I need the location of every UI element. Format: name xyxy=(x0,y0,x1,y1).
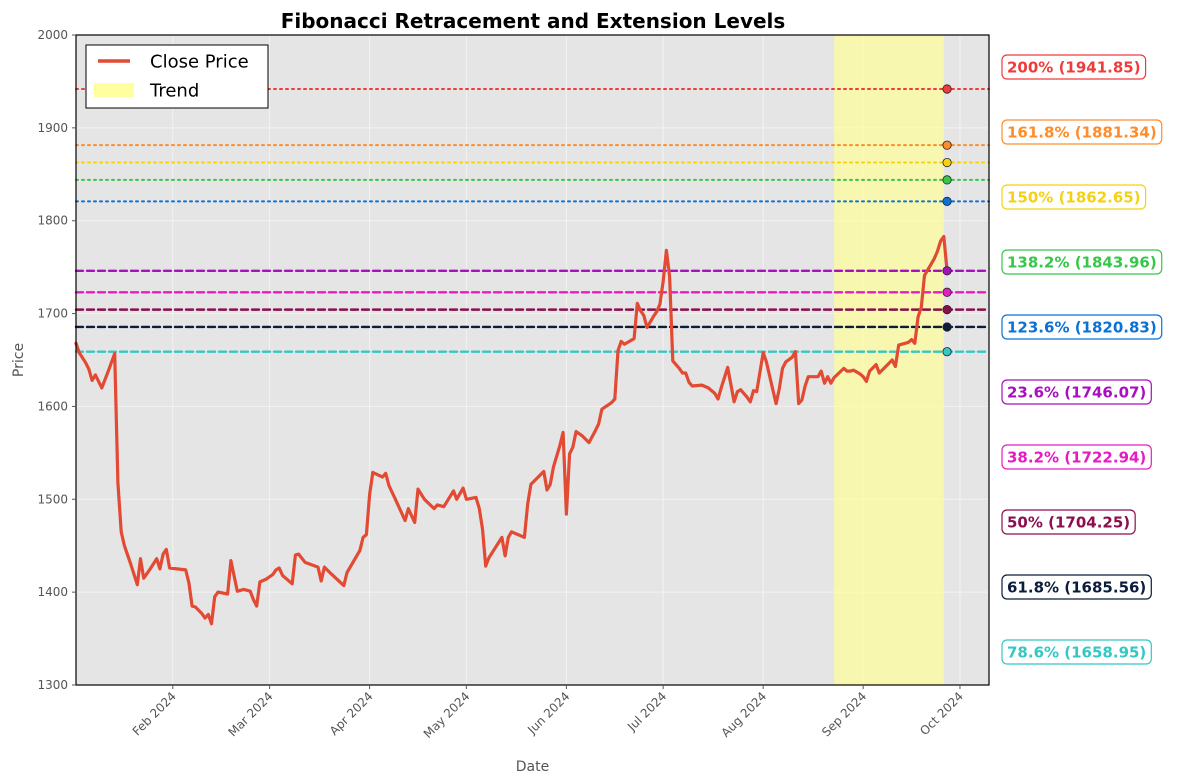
level-label-box xyxy=(1001,249,1163,275)
close-price-line xyxy=(74,234,949,626)
legend-label-close-price: Close Price xyxy=(150,52,249,73)
level-label: 38.2% (1722.94) xyxy=(1001,444,1152,470)
level-marker xyxy=(942,157,952,168)
level-label-box xyxy=(1001,184,1147,210)
y-tick-label: 1300 xyxy=(37,678,68,692)
level-label-text: 138.2% (1843.96) xyxy=(1007,254,1157,272)
y-tick-label: 1600 xyxy=(37,399,68,413)
level-label: 150% (1862.65) xyxy=(1001,184,1147,210)
y-axis-title: Price xyxy=(11,343,27,377)
x-tick-label: Feb 2024 xyxy=(130,689,179,738)
level-label-text: 123.6% (1820.83) xyxy=(1007,319,1157,337)
level-marker xyxy=(942,266,952,276)
chart-title: Fibonacci Retracement and Extension Leve… xyxy=(281,9,786,33)
series-layer xyxy=(74,234,949,626)
level-label-text: 78.6% (1658.95) xyxy=(1007,644,1146,662)
level-label: 161.8% (1881.34) xyxy=(1001,119,1163,145)
x-tick-label: Apr 2024 xyxy=(327,689,376,738)
x-tick-label: Jun 2024 xyxy=(524,689,572,737)
level-label: 23.6% (1746.07) xyxy=(1001,379,1152,405)
level-marker xyxy=(942,322,952,332)
x-tick-label: Mar 2024 xyxy=(225,689,275,739)
x-tick-label: Sep 2024 xyxy=(819,689,869,739)
level-label: 50% (1704.25) xyxy=(1001,509,1136,535)
level-markers xyxy=(942,84,952,357)
x-tick-label: May 2024 xyxy=(421,689,473,741)
level-label-text: 200% (1941.85) xyxy=(1007,59,1141,77)
x-tick-label: Aug 2024 xyxy=(719,689,770,740)
level-marker xyxy=(942,287,952,297)
level-marker xyxy=(942,196,952,206)
level-label-box xyxy=(1001,119,1163,145)
level-label-box xyxy=(1001,639,1152,665)
level-label-box xyxy=(1001,54,1147,80)
y-tick-label: 2000 xyxy=(37,28,68,42)
level-label-text: 161.8% (1881.34) xyxy=(1007,124,1157,142)
level-label: 123.6% (1820.83) xyxy=(1001,314,1163,340)
level-label: 61.8% (1685.56) xyxy=(1001,574,1152,600)
level-label-text: 23.6% (1746.07) xyxy=(1007,384,1146,402)
level-labels: 200% (1941.85) 161.8% (1881.34) 150% (1862… xyxy=(1001,54,1163,665)
level-label-text: 50% (1704.25) xyxy=(1007,514,1130,532)
x-tick-label: Oct 2024 xyxy=(917,689,966,738)
level-marker xyxy=(942,305,952,315)
x-tick-label: Jul 2024 xyxy=(624,689,669,734)
y-tick-label: 1500 xyxy=(37,492,68,506)
legend-band-swatch xyxy=(94,83,134,97)
level-label-box xyxy=(1001,509,1136,535)
level-label-box xyxy=(1001,379,1152,405)
level-label-text: 38.2% (1722.94) xyxy=(1007,449,1146,467)
y-tick-label: 1400 xyxy=(37,585,68,599)
level-label-box xyxy=(1001,444,1152,470)
level-label-box xyxy=(1001,314,1163,340)
x-axis-title: Date xyxy=(516,759,549,775)
legend-label-trend: Trend xyxy=(149,81,199,102)
level-label-box xyxy=(1001,574,1152,600)
y-tick-label: 1700 xyxy=(37,307,68,321)
y-tick-label: 1800 xyxy=(37,214,68,228)
level-label: 200% (1941.85) xyxy=(1001,54,1147,80)
level-marker xyxy=(942,175,952,185)
trend-band-layer xyxy=(834,35,944,685)
level-marker xyxy=(942,347,952,357)
level-label: 138.2% (1843.96) xyxy=(1001,249,1163,275)
legend: Close Price Trend xyxy=(85,44,269,109)
plot-frame xyxy=(75,34,990,686)
level-marker xyxy=(942,140,952,150)
level-label: 78.6% (1658.95) xyxy=(1001,639,1152,665)
y-tick-label: 1900 xyxy=(37,121,68,135)
level-marker xyxy=(942,84,952,94)
level-label-text: 150% (1862.65) xyxy=(1007,189,1141,207)
legend-box xyxy=(85,44,269,109)
trend-band xyxy=(834,35,944,685)
level-label-text: 61.8% (1685.56) xyxy=(1007,579,1146,597)
